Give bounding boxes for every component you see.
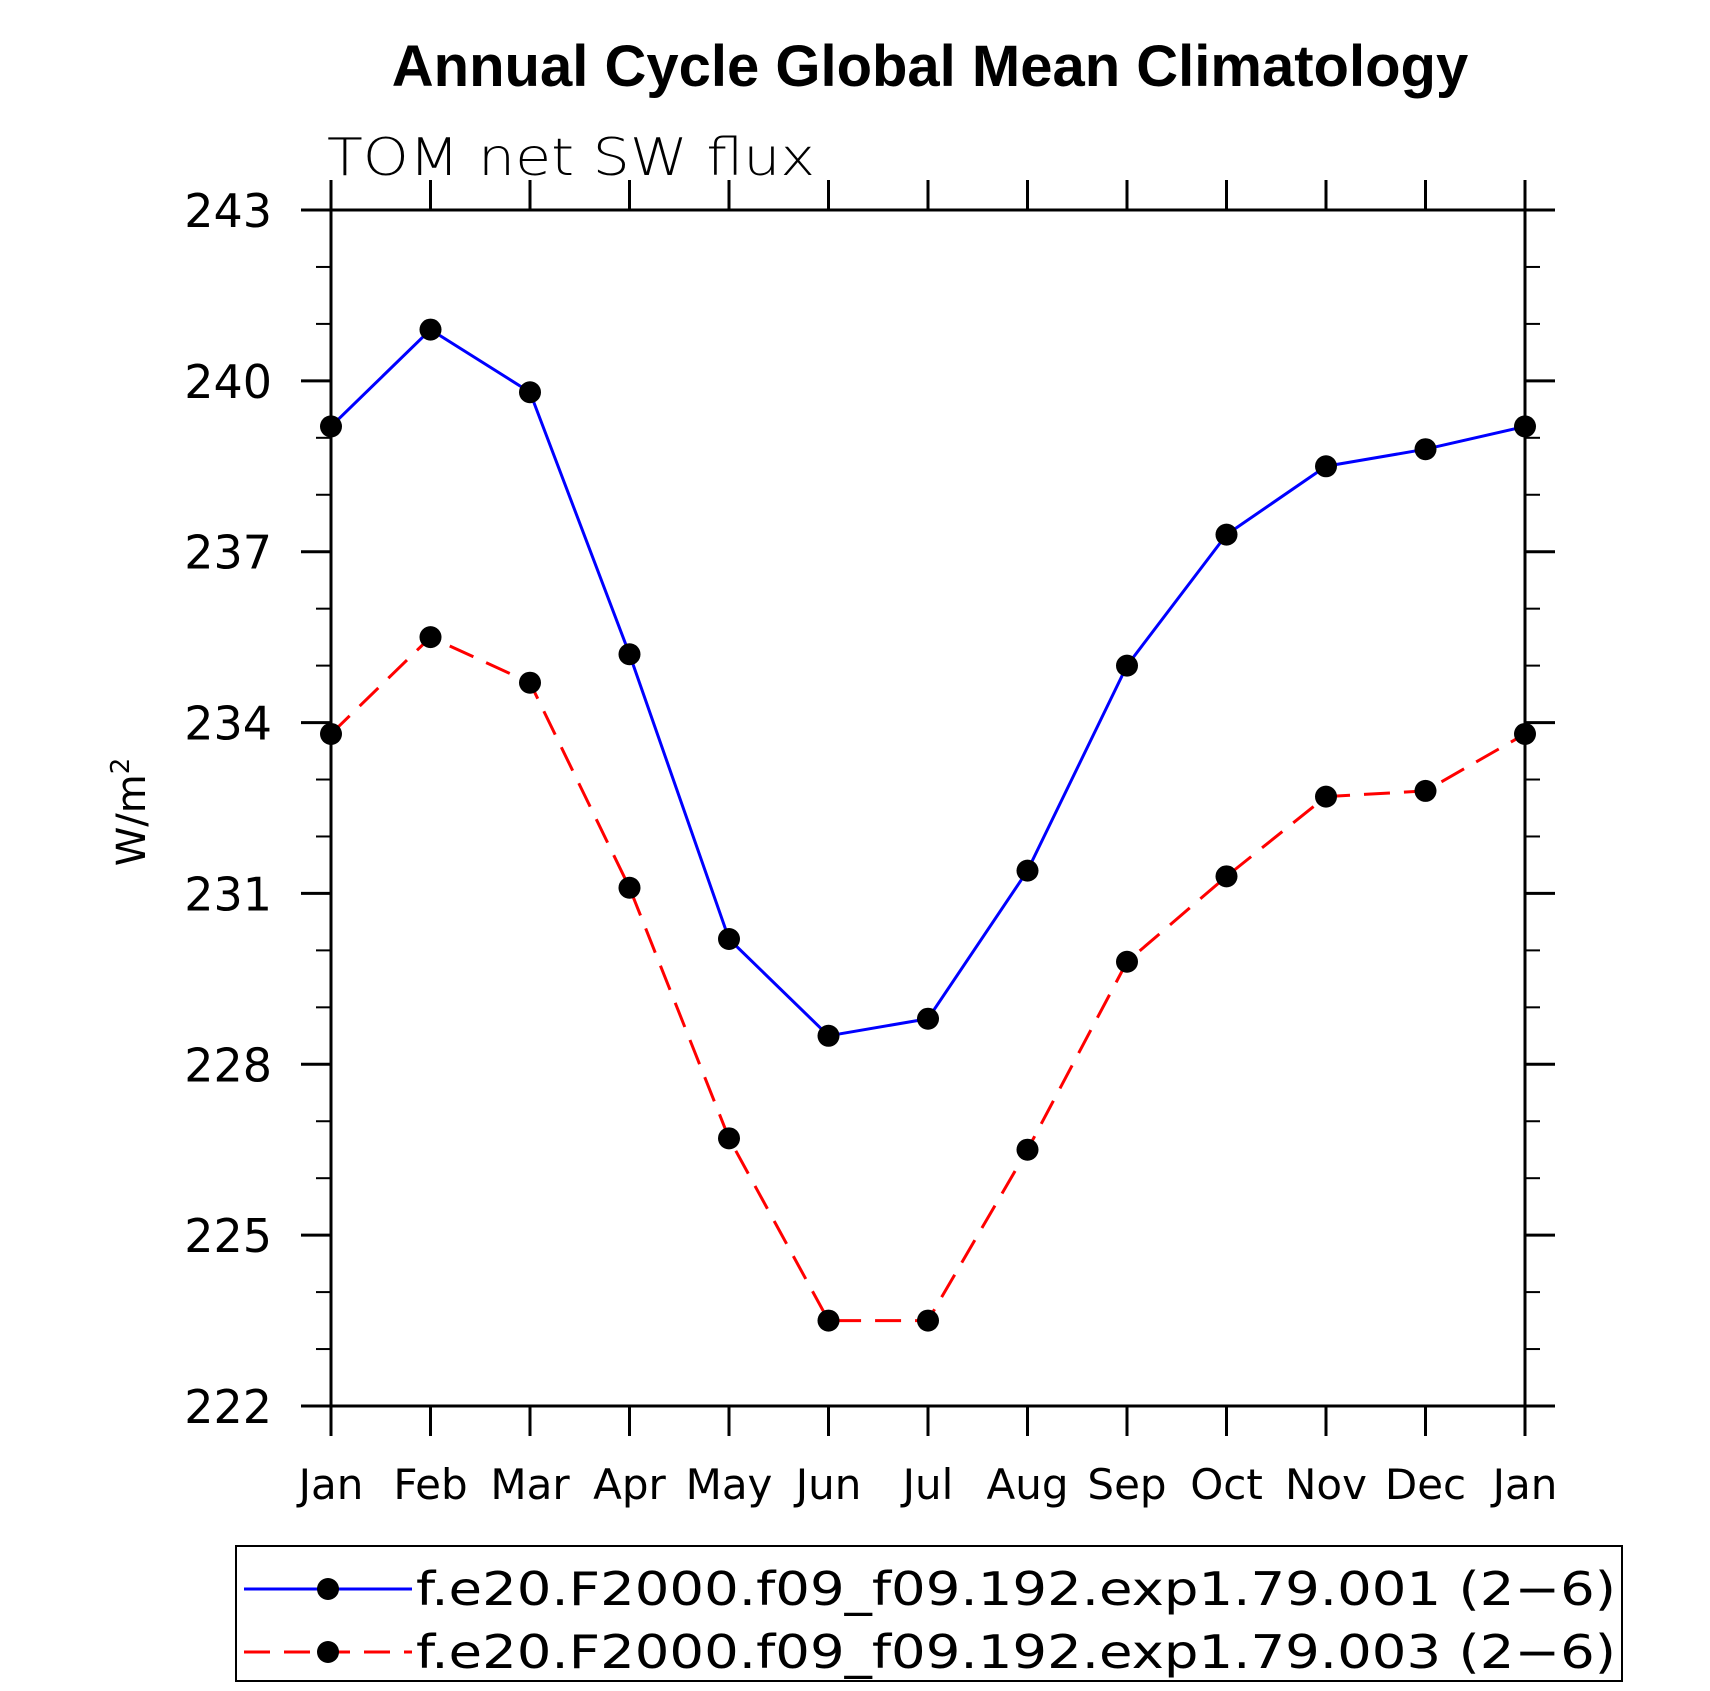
data-point [419,318,442,341]
legend: f.e20.F2000.f09_f09.192.exp1.79.001 (2−6… [235,1545,1623,1682]
data-point [419,626,442,649]
data-point [917,1007,939,1030]
y-axis-label-unit: W/m [109,774,155,866]
y-tick-label: 228 [184,1038,272,1092]
y-axis-label-superscript: 2 [106,758,136,775]
legend-label: f.e20.F2000.f09_f09.192.exp1.79.003 (2−6… [416,1625,1616,1679]
data-point [1315,785,1337,808]
data-point [817,1309,840,1332]
data-point [1315,455,1337,478]
legend-frame [235,1545,1623,1682]
data-point [618,643,641,666]
data-point [1116,950,1138,973]
data-point [817,1024,840,1047]
series-2 [320,626,1536,1332]
chart-title: Annual Cycle Global Mean Climatology [392,34,1468,99]
x-tick-label: Jul [900,1460,954,1509]
x-tick-label: Mar [490,1460,570,1509]
y-tick-label: 231 [184,867,272,921]
legend-entry-2: f.e20.F2000.f09_f09.192.exp1.79.003 (2−6… [244,1625,1616,1679]
chart-subtitle: TOM net SW flux [327,128,815,188]
x-tick-label: Jan [1490,1460,1558,1509]
data-point [1116,654,1138,677]
data-point [718,1127,740,1150]
x-tick-label: Aug [986,1460,1068,1509]
x-tick-labels: Jan Feb Mar Apr May Jun Jul Aug Sep Oct Nov Dec Jan [296,1460,1558,1509]
x-tick-label: Oct [1190,1460,1263,1509]
x-tick-label: Apr [593,1460,666,1509]
data-point [1414,779,1437,802]
x-tick-label: May [686,1460,773,1509]
legend-marker [317,1578,339,1600]
plot-frame [329,208,1527,1408]
series-1 [320,318,1536,1047]
data-point [1414,438,1437,461]
y-tick-label: 234 [184,697,272,751]
legend-entries: f.e20.F2000.f09_f09.192.exp1.79.001 (2−6… [244,1562,1616,1679]
series-line [329,328,1526,1038]
data-point [618,876,641,899]
axis-ticks [301,180,1555,1436]
x-tick-label: Jun [793,1460,862,1509]
legend-label: f.e20.F2000.f09_f09.192.exp1.79.001 (2−6… [416,1562,1616,1616]
x-tick-label: Jan [296,1460,364,1509]
y-tick-label: 240 [184,355,272,409]
y-tick-label: 222 [184,1380,272,1434]
data-point [1016,859,1039,882]
y-tick-label: 237 [184,526,272,580]
series-layer [320,318,1536,1332]
series-line [329,635,1526,1323]
y-tick-label: 243 [184,184,272,238]
legend-entry-1: f.e20.F2000.f09_f09.192.exp1.79.001 (2−6… [244,1562,1616,1616]
data-point [519,671,541,694]
data-point [1016,1138,1039,1161]
data-point [917,1309,939,1332]
legend-marker [317,1641,339,1663]
data-point [1215,865,1238,888]
y-axis-label: W/m2 [106,758,155,867]
data-point [718,927,740,950]
y-axis-label-text: W/m2 [106,758,155,867]
x-tick-label: Nov [1285,1460,1367,1509]
data-point [519,381,541,404]
x-tick-label: Sep [1087,1460,1166,1509]
y-tick-labels: 222 225 228 231 234 237 240 243 [184,184,272,1434]
x-tick-label: Feb [393,1460,467,1509]
y-tick-label: 225 [184,1209,272,1263]
data-point [1215,523,1238,546]
x-tick-label: Dec [1385,1460,1466,1509]
